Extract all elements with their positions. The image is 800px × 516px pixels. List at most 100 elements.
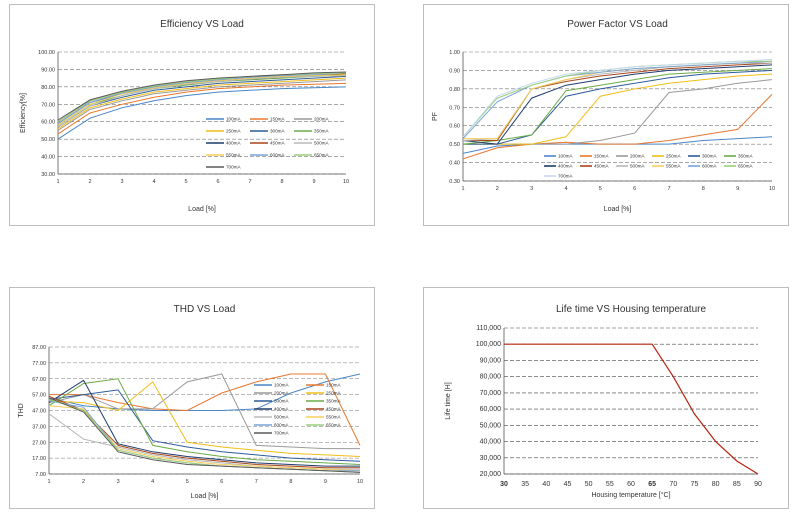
x-tick-label: 70 xyxy=(669,481,677,488)
y-tick-label: 0.60 xyxy=(449,124,460,130)
legend-label: 250mA xyxy=(326,391,341,396)
legend-label: 600mA xyxy=(270,153,285,158)
legend-label: 650mA xyxy=(738,164,753,169)
series-line-250mA xyxy=(463,73,773,145)
x-axis-label: Load [%] xyxy=(191,493,219,500)
y-tick-label: 30.00 xyxy=(41,172,55,178)
x-tick-label: 1 xyxy=(461,186,464,192)
legend-label: 550mA xyxy=(666,164,681,169)
x-tick-label: 45 xyxy=(564,481,572,488)
y-tick-label: 0.50 xyxy=(449,142,460,148)
y-tick-label: 17.00 xyxy=(32,456,46,462)
chart-title: THD VS Load xyxy=(174,304,236,315)
legend-label: 650mA xyxy=(314,153,329,158)
series-line-400mA xyxy=(462,64,773,145)
series-line-100mA xyxy=(57,86,347,140)
x-tick-label: 10 xyxy=(343,179,349,185)
legend-label: 300mA xyxy=(274,399,289,404)
y-tick-label: 67.00 xyxy=(32,377,46,383)
x-tick-label: 7 xyxy=(255,479,258,485)
x-tick-label: 9 xyxy=(312,179,315,185)
series-line-300mA xyxy=(463,69,773,145)
x-tick-label: 10 xyxy=(357,479,363,485)
series-line-700mA xyxy=(48,397,361,473)
y-tick-label: 80,000 xyxy=(480,374,502,381)
legend-label: 450mA xyxy=(594,164,609,169)
x-axis-label: Load [%] xyxy=(188,206,216,213)
y-tick-label: 0.90 xyxy=(449,68,460,74)
series-line-450mA xyxy=(463,62,773,141)
y-tick-label: 80.00 xyxy=(41,85,55,91)
series-line-300mA xyxy=(57,75,347,128)
legend-label: 150mA xyxy=(326,383,341,388)
legend-label: 450mA xyxy=(326,407,341,412)
x-tick-label: 10 xyxy=(769,186,775,192)
series-line-Life time xyxy=(504,343,759,475)
x-tick-label: 35 xyxy=(521,481,529,488)
thd-chart: THD VS Load 7.00 17.00 27.00 37.00 47.00 57.00… xyxy=(18,304,363,500)
legend-label: 700mA xyxy=(558,174,573,179)
lifetime-chart: Life time VS Housing temperature 20,000 30… xyxy=(445,304,762,499)
x-tick-label: 7 xyxy=(667,186,670,192)
series-line-200mA xyxy=(463,79,773,145)
y-tick-label: 20,000 xyxy=(480,471,502,478)
legend-label: 200mA xyxy=(274,391,289,396)
thd-chart-panel: THD VS Load 7.00 17.00 27.00 37.00 47.00 57.00… xyxy=(9,287,375,509)
x-tick-label: 60 xyxy=(627,481,635,488)
y-tick-label: 57.00 xyxy=(32,393,46,399)
x-tick-label: 7 xyxy=(248,179,251,185)
x-axis-label: Load [%] xyxy=(604,206,632,213)
y-tick-label: 90,000 xyxy=(480,357,502,364)
lifetime-chart-panel: Life time VS Housing temperature 20,000 30… xyxy=(423,287,789,509)
x-tick-label: 9 xyxy=(324,479,327,485)
legend-label: 150mA xyxy=(594,154,609,159)
series-line-300mA xyxy=(48,389,361,462)
legend-label: 700mA xyxy=(226,165,241,170)
x-tick-label: 80 xyxy=(712,481,720,488)
series-line-400mA xyxy=(48,379,360,467)
x-tick-label: 4 xyxy=(564,186,567,192)
series-line-150mA xyxy=(57,82,347,135)
y-tick-label: 37.00 xyxy=(32,424,46,430)
legend-label: 200mA xyxy=(630,154,645,159)
y-tick-label: 0.40 xyxy=(449,161,460,167)
y-tick-label: 100,000 xyxy=(476,341,501,348)
y-tick-label: 47.00 xyxy=(32,409,46,415)
legend-label: 250mA xyxy=(226,129,241,134)
legend-label: 600mA xyxy=(274,423,289,428)
legend-label: 100mA xyxy=(274,383,289,388)
x-tick-label: 3 xyxy=(117,479,120,485)
series-line-250mA xyxy=(48,381,361,457)
series-line-550mA xyxy=(57,74,347,126)
legend-label: 550mA xyxy=(326,415,341,420)
power-factor-chart-panel: Power Factor VS Load 0.30 0.40 0.50 0.60 0.70… xyxy=(423,4,789,226)
y-axis-label: PF xyxy=(432,112,439,121)
x-tick-label: 2 xyxy=(496,186,499,192)
y-tick-label: 60.00 xyxy=(41,120,55,126)
x-tick-label: 8 xyxy=(280,179,283,185)
series-line-200mA xyxy=(57,79,347,131)
series-line-600mA xyxy=(48,400,360,472)
series-line-700mA xyxy=(462,58,773,138)
legend-label: 600mA xyxy=(702,164,717,169)
x-tick-label: 55 xyxy=(606,481,614,488)
x-tick-label: 8 xyxy=(702,186,705,192)
y-tick-label: 100.00 xyxy=(38,50,55,56)
x-tick-label: 65 xyxy=(648,481,656,488)
y-tick-label: 60,000 xyxy=(480,406,502,413)
legend-label: 650mA xyxy=(326,423,341,428)
y-tick-label: 50.00 xyxy=(41,137,55,143)
legend-label: 400mA xyxy=(558,164,573,169)
legend-label: 100mA xyxy=(558,154,573,159)
series-line-150mA xyxy=(462,94,773,160)
legend-label: 500mA xyxy=(274,415,289,420)
y-tick-label: 77.00 xyxy=(32,361,46,367)
y-tick-label: 0.80 xyxy=(449,87,460,93)
x-tick-label: 40 xyxy=(542,481,550,488)
x-axis-label: Housing temperature [°C] xyxy=(591,491,670,499)
y-axis-label: Life time [H] xyxy=(445,382,452,419)
x-tick-label: 5 xyxy=(599,186,602,192)
x-tick-label: 1 xyxy=(56,179,59,185)
x-tick-label: 4 xyxy=(151,479,154,485)
efficiency-chart-panel: Efficiency VS Load 30.00 40.00 50.00 60.00 70… xyxy=(9,4,375,226)
